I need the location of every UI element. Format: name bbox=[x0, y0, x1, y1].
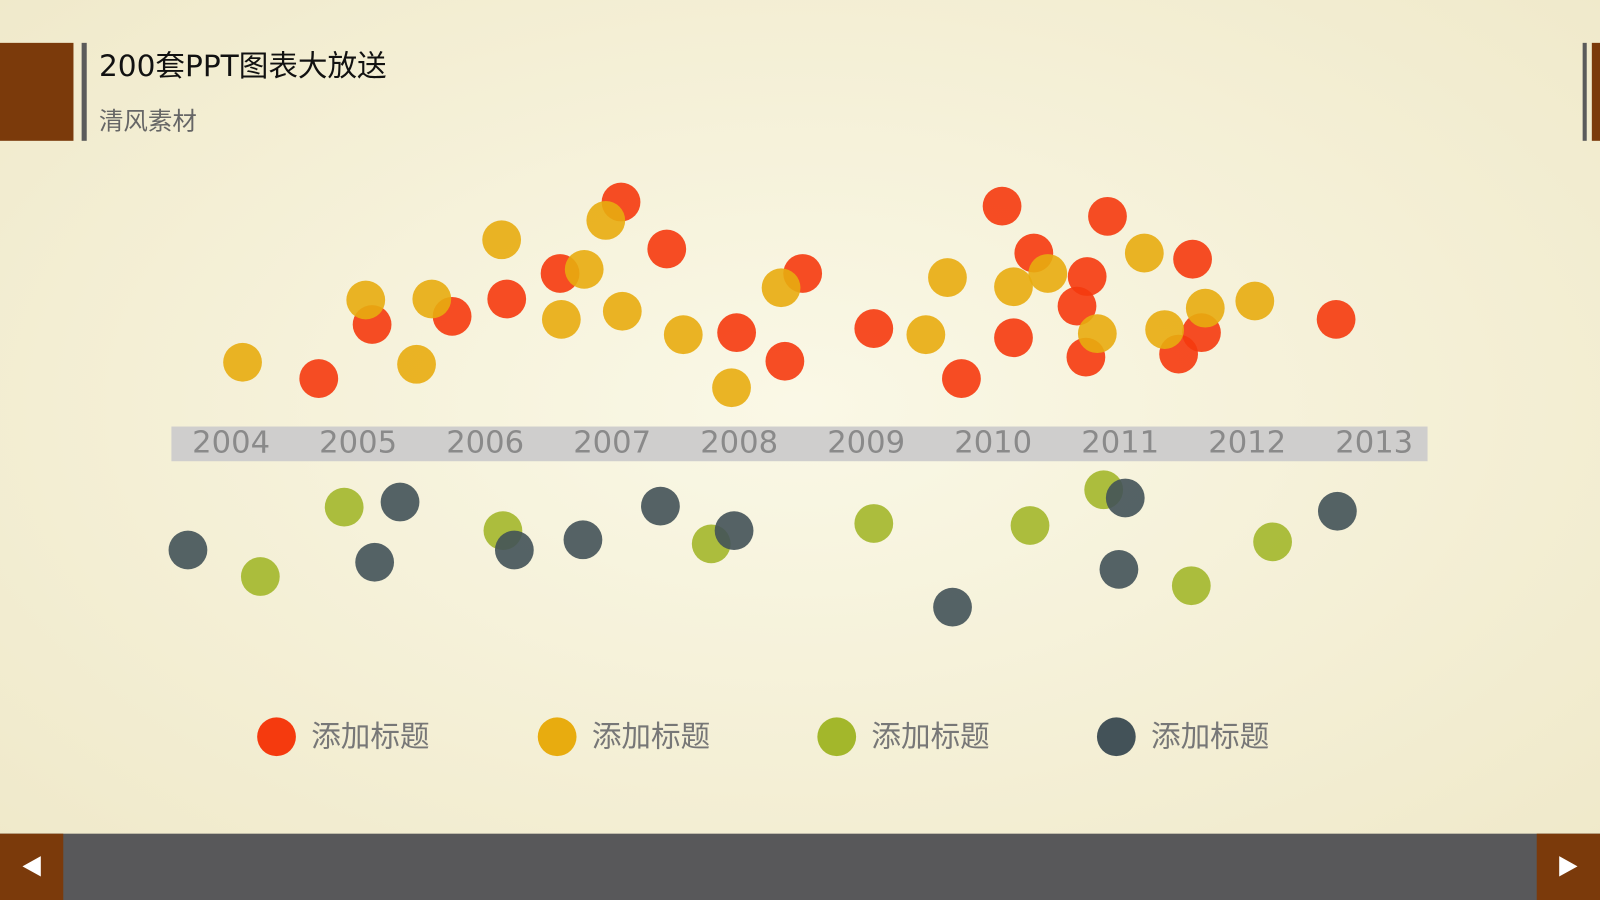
edge-block bbox=[1591, 42, 1600, 141]
x-tick-label: 2012 bbox=[1208, 425, 1286, 460]
data-point bbox=[1317, 491, 1357, 531]
x-tick-label: 2010 bbox=[954, 425, 1032, 460]
data-point bbox=[564, 250, 604, 289]
data-point bbox=[1185, 288, 1225, 328]
data-point bbox=[494, 530, 534, 570]
slide-title: 200套PPT图表大放送 bbox=[99, 49, 387, 83]
next-button[interactable] bbox=[1536, 833, 1600, 900]
x-tick-label: 2006 bbox=[446, 425, 524, 460]
data-point bbox=[1145, 310, 1185, 349]
data-point bbox=[641, 486, 680, 526]
data-point bbox=[1099, 550, 1139, 589]
data-point bbox=[412, 279, 452, 319]
x-tick-label: 2013 bbox=[1335, 425, 1413, 460]
data-point bbox=[240, 557, 280, 596]
data-point bbox=[714, 511, 754, 550]
data-point bbox=[1253, 522, 1292, 562]
data-point bbox=[541, 300, 581, 339]
x-tick-label: 2008 bbox=[700, 425, 778, 460]
data-point bbox=[994, 267, 1033, 307]
data-point bbox=[854, 309, 894, 348]
legend-marker bbox=[537, 717, 577, 757]
data-point bbox=[1171, 566, 1211, 606]
data-point bbox=[1028, 254, 1068, 293]
data-point bbox=[906, 315, 946, 355]
data-point bbox=[1105, 478, 1145, 518]
legend-label: 添加标题 bbox=[871, 719, 989, 753]
x-tick-label: 2007 bbox=[573, 425, 651, 460]
prev-arrow[interactable] bbox=[22, 856, 41, 877]
data-point bbox=[982, 186, 1022, 226]
legend-marker bbox=[257, 717, 296, 757]
data-point bbox=[761, 268, 801, 308]
data-point bbox=[324, 487, 364, 527]
data-point bbox=[1235, 281, 1275, 321]
data-point bbox=[346, 280, 386, 320]
data-point bbox=[487, 279, 527, 319]
header-block bbox=[0, 42, 74, 141]
slide-subtitle: 清风素材 bbox=[99, 106, 197, 135]
data-point bbox=[1316, 300, 1356, 339]
data-point bbox=[397, 344, 436, 384]
data-point bbox=[712, 368, 751, 408]
data-point bbox=[854, 504, 894, 543]
data-point bbox=[1088, 196, 1127, 236]
data-point bbox=[1173, 239, 1212, 279]
data-point bbox=[928, 258, 967, 297]
footer-bar bbox=[0, 833, 1600, 900]
prev-button[interactable] bbox=[0, 833, 64, 900]
legend-marker bbox=[817, 717, 857, 757]
data-point bbox=[1077, 314, 1117, 354]
data-point bbox=[168, 530, 208, 570]
data-point bbox=[563, 520, 603, 560]
data-point bbox=[355, 542, 395, 582]
legend-label: 添加标题 bbox=[311, 719, 429, 753]
data-point bbox=[380, 482, 420, 522]
data-point bbox=[647, 229, 687, 269]
timeline-band bbox=[171, 426, 1428, 462]
header-bar bbox=[81, 42, 87, 141]
data-point bbox=[1057, 286, 1097, 326]
data-point bbox=[482, 220, 522, 260]
data-point bbox=[765, 341, 805, 381]
x-tick-label: 2005 bbox=[319, 425, 397, 460]
data-point bbox=[1124, 233, 1164, 273]
edge-bar bbox=[1582, 42, 1587, 141]
data-point bbox=[586, 201, 626, 240]
data-point bbox=[994, 318, 1033, 358]
x-tick-label: 2004 bbox=[192, 425, 270, 460]
chart: 2004 2005 2006 2007 2008 2009 2010 2011 2012 2013… bbox=[168, 182, 1413, 757]
legend-label: 添加标题 bbox=[592, 719, 710, 753]
data-point bbox=[933, 587, 972, 627]
data-point bbox=[1067, 257, 1107, 296]
data-point bbox=[223, 342, 262, 382]
data-point bbox=[942, 359, 981, 398]
data-point bbox=[1010, 506, 1050, 545]
data-point bbox=[602, 291, 642, 331]
data-point bbox=[663, 315, 703, 355]
x-tick-label: 2009 bbox=[827, 425, 905, 460]
legend-label: 添加标题 bbox=[1151, 719, 1269, 753]
legend-marker bbox=[1096, 717, 1136, 757]
data-point bbox=[717, 313, 757, 353]
data-point bbox=[299, 359, 339, 398]
next-arrow[interactable] bbox=[1559, 856, 1578, 877]
x-tick-label: 2011 bbox=[1081, 425, 1159, 460]
